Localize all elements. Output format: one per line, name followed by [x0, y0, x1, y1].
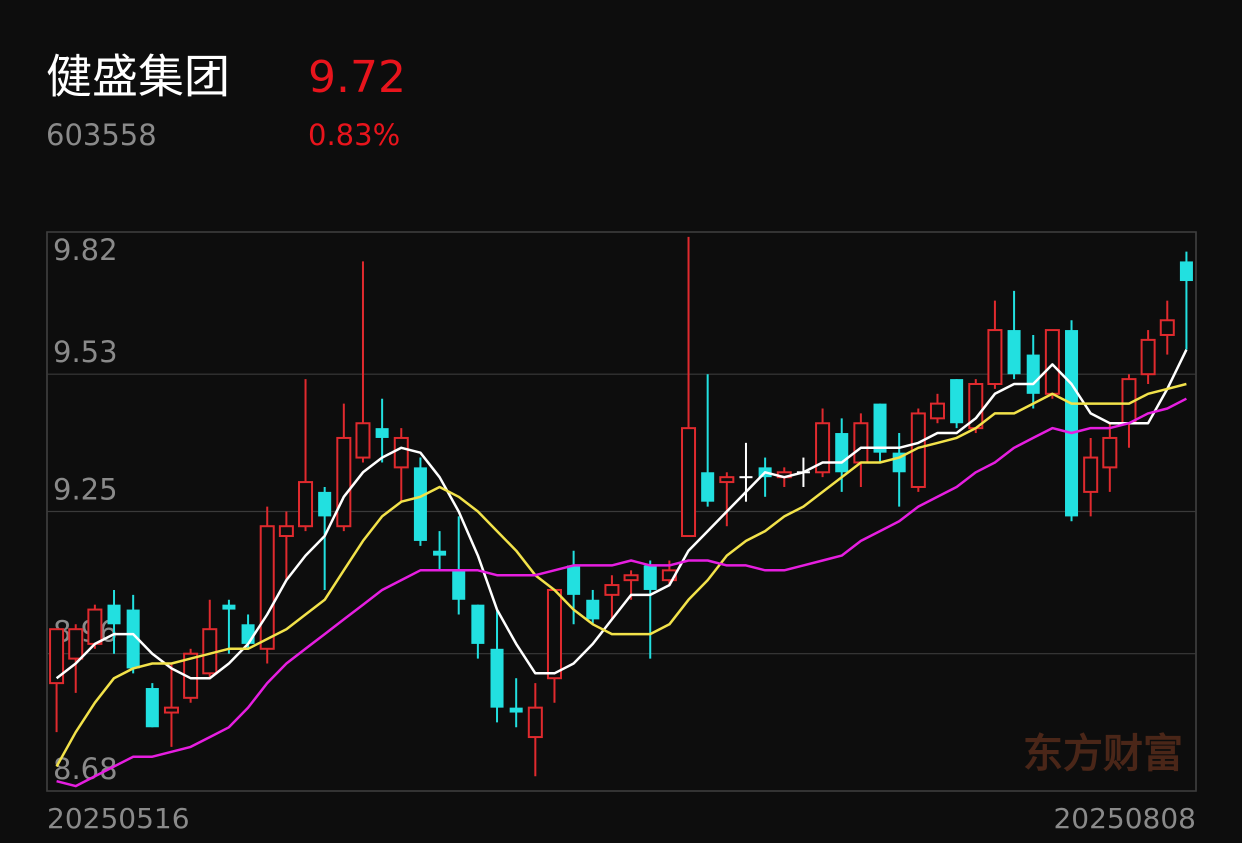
candle-body [681, 427, 697, 538]
moving-average-line [56, 397, 1187, 788]
watermark: 东方财富 [1023, 730, 1183, 777]
candle-body [259, 525, 275, 650]
candle-body [318, 491, 332, 517]
candle-body [278, 525, 294, 538]
candle-body [375, 428, 389, 438]
candle-body [241, 624, 255, 644]
candle-body [393, 436, 409, 469]
candle-body [1026, 354, 1040, 394]
candle-body [49, 628, 65, 685]
y-tick-label: 9.82 [53, 233, 118, 267]
candle-body [1083, 456, 1099, 493]
candle-body [950, 379, 964, 424]
candle-body [471, 604, 485, 644]
candle-body [1140, 338, 1156, 376]
candle-body [433, 550, 447, 556]
candle-body [1007, 330, 1021, 375]
candle-body [586, 599, 600, 620]
y-tick-label: 9.53 [53, 335, 118, 369]
candle-body [509, 707, 523, 713]
candle-body [298, 481, 314, 528]
candle-body [567, 565, 581, 595]
moving-average-line [55, 382, 1187, 768]
stock-name: 健盛集团 [46, 50, 230, 104]
candle-body [413, 467, 427, 541]
candle-body [490, 648, 504, 708]
candle-body [987, 329, 1003, 386]
candle-body [68, 628, 84, 660]
candle-body [835, 433, 849, 473]
candle-body [1179, 261, 1193, 282]
x-tick-label: 20250516 [47, 802, 190, 835]
candle-body [1065, 330, 1079, 517]
candle-body [719, 476, 735, 484]
candle-body [87, 608, 103, 645]
candle-body [701, 472, 715, 502]
candle-body [1102, 436, 1118, 469]
candle-body [604, 584, 620, 596]
stock-code: 603558 [46, 118, 157, 152]
candle-body [222, 604, 236, 610]
x-tick-label: 20250808 [1053, 802, 1196, 835]
candle-body [1159, 319, 1175, 336]
moving-average-line [55, 349, 1188, 680]
candle-body [452, 570, 466, 600]
candle-body [126, 609, 140, 669]
candle-body [355, 422, 371, 459]
stock-price: 9.72 [308, 52, 406, 103]
y-tick-label: 9.25 [53, 473, 118, 507]
candle-body [145, 688, 159, 728]
candle-body [873, 403, 887, 453]
candle-body [336, 436, 352, 528]
candle-body [1044, 329, 1060, 395]
candle-body [815, 422, 831, 474]
candle-body [107, 604, 121, 625]
candle-body [546, 588, 562, 680]
candle-body [929, 402, 945, 420]
candle-body [527, 706, 543, 739]
candle-body [853, 422, 869, 464]
candle-body [163, 706, 179, 714]
price-change: 0.83% [308, 118, 400, 152]
candle-body [623, 574, 639, 582]
candle-body [643, 565, 657, 590]
